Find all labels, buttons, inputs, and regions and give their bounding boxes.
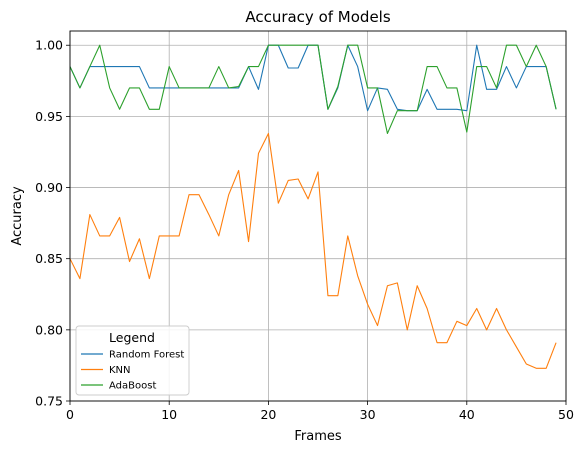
x-tick-label: 0: [66, 407, 74, 422]
legend-title: Legend: [109, 330, 155, 345]
x-tick-label: 50: [558, 407, 574, 422]
y-tick-label: 0.95: [35, 109, 63, 124]
y-tick-label: 0.80: [35, 322, 63, 337]
x-axis-title: Frames: [294, 429, 342, 444]
legend-box: [75, 325, 190, 396]
legend-label-adaboost: AdaBoost: [109, 381, 156, 392]
x-tick-label: 30: [360, 407, 376, 422]
legend-label-random-forest: Random Forest: [109, 350, 184, 361]
y-tick-label: 0.90: [35, 180, 63, 195]
legend: Legend Random Forest KNN AdaBoost: [75, 325, 190, 396]
y-tick-label: 0.85: [35, 251, 63, 266]
x-tick-label: 10: [161, 407, 177, 422]
y-tick-label: 1.00: [35, 38, 63, 53]
y-axis-title: Accuracy: [10, 186, 25, 246]
x-tick-label: 40: [459, 407, 475, 422]
series-line-knn: [69, 132, 557, 369]
y-axis-ticks: 0.75 0.80 0.85 0.90 0.95 1.00: [35, 38, 70, 409]
y-tick-label: 0.75: [35, 394, 63, 409]
chart-title: Accuracy of Models: [245, 8, 391, 26]
series-line-adaboost: [69, 44, 557, 135]
x-axis-ticks: 0 10 20 30 40 50: [66, 401, 574, 422]
series-lines: [69, 44, 557, 369]
legend-label-knn: KNN: [109, 365, 131, 376]
plot-area-frame: [69, 30, 567, 402]
x-tick-label: 20: [260, 407, 276, 422]
